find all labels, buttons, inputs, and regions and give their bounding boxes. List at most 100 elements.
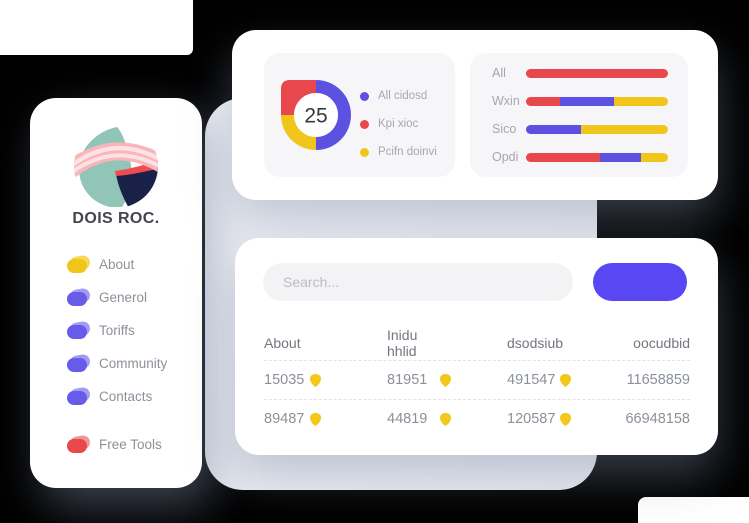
bar-segment-blue bbox=[526, 124, 582, 134]
sidebar: DOIS ROC. About Generol Toriffs Community Co… bbox=[30, 98, 202, 488]
blob-shape bbox=[67, 439, 87, 453]
bar-category-label: Sico bbox=[492, 122, 517, 136]
bar-row-sico: Sico bbox=[492, 122, 668, 136]
table-cell: 120587 bbox=[504, 411, 629, 427]
donut-legend: All cidosd Kpi xioc Pcifn doinvi bbox=[360, 82, 437, 166]
sidebar-item-label: Contacts bbox=[99, 389, 153, 404]
bar-segment-red bbox=[526, 68, 668, 78]
sidebar-item-contacts[interactable]: Contacts bbox=[30, 380, 202, 413]
bar-row-opdi: Opdi bbox=[492, 150, 668, 164]
cell-value: 89487 bbox=[264, 411, 305, 427]
blob-shape bbox=[67, 292, 87, 306]
legend-label: All cidosd bbox=[378, 90, 428, 102]
table-header-row: About Inidu hhlid dsodsiub oocudbid bbox=[264, 326, 690, 360]
bar-segment-red bbox=[526, 96, 561, 106]
menu-blob-icon bbox=[67, 434, 92, 453]
column-header-4: oocudbid bbox=[629, 335, 690, 351]
sidebar-item-generol[interactable]: Generol bbox=[30, 281, 202, 314]
donut-chart-panel: 25 All cidosd Kpi xioc Pcifn doinvi bbox=[264, 53, 455, 177]
brand-title: DOIS ROC. bbox=[72, 210, 160, 227]
stats-card: 25 All cidosd Kpi xioc Pcifn doinvi All Wxi… bbox=[232, 30, 718, 200]
table-cell: 89487 bbox=[264, 411, 372, 427]
table-row[interactable]: 89487 44819 120587 66948158 bbox=[264, 399, 690, 438]
legend-label: Kpi xioc bbox=[378, 118, 419, 130]
bar-track bbox=[526, 68, 668, 78]
legend-label: Pcifn doinvi bbox=[378, 146, 437, 158]
bar-chart-panel: All Wxin Sico Opdi bbox=[470, 53, 688, 177]
data-table: About Inidu hhlid dsodsiub oocudbid 15035 819… bbox=[264, 326, 690, 438]
donut-slice bbox=[281, 115, 316, 150]
legend-item: All cidosd bbox=[360, 82, 437, 110]
cell-value: 120587 bbox=[507, 411, 556, 427]
menu-blob-icon bbox=[67, 353, 92, 372]
legend-dot-icon bbox=[360, 91, 369, 101]
table-cell: 11658859 bbox=[626, 372, 690, 388]
sidebar-item-toriffs[interactable]: Toriffs bbox=[30, 314, 202, 347]
table-cell: 491547 bbox=[504, 372, 629, 388]
bar-segment-yellow bbox=[614, 96, 668, 106]
menu-blob-icon bbox=[67, 386, 92, 405]
sidebar-menu: About Generol Toriffs Community Contacts Free… bbox=[30, 248, 202, 461]
bar-segment-yellow bbox=[581, 124, 668, 134]
table-cell: 15035 bbox=[264, 372, 372, 388]
bar-row-all: All bbox=[492, 66, 668, 80]
bar-track bbox=[526, 96, 668, 106]
column-header-label: oocudbid bbox=[633, 335, 690, 351]
table-toolbar bbox=[263, 263, 687, 301]
column-header-3: dsodsiub bbox=[504, 335, 629, 351]
cell-value: 81951 bbox=[387, 372, 428, 388]
shield-badge-icon bbox=[440, 412, 451, 426]
donut-chart: 25 bbox=[281, 80, 351, 150]
search-input[interactable] bbox=[263, 263, 573, 301]
bar-category-label: Wxin bbox=[492, 94, 520, 108]
shield-badge-icon bbox=[310, 412, 321, 426]
sidebar-item-about[interactable]: About bbox=[30, 248, 202, 281]
table-cell: 81951 bbox=[372, 372, 504, 388]
shield-badge-icon bbox=[560, 373, 571, 387]
column-header-label: dsodsiub bbox=[507, 335, 564, 351]
bar-track bbox=[526, 124, 668, 134]
primary-action-button[interactable] bbox=[593, 263, 687, 301]
shield-badge-icon bbox=[560, 412, 571, 426]
brand-logo bbox=[74, 124, 158, 208]
blob-shape bbox=[67, 259, 87, 273]
column-header-2: Inidu hhlid bbox=[372, 327, 504, 359]
bar-segment-yellow bbox=[641, 152, 668, 162]
cell-value: 66948158 bbox=[625, 411, 690, 427]
background-card-fragment-bottom-right bbox=[638, 497, 749, 523]
table-cell: 44819 bbox=[372, 411, 504, 427]
donut-slice bbox=[281, 80, 316, 115]
cell-value: 11658859 bbox=[626, 372, 690, 388]
donut-slice bbox=[316, 80, 351, 150]
bar-segment-red bbox=[526, 152, 600, 162]
cell-value: 44819 bbox=[387, 411, 428, 427]
bar-category-label: All bbox=[492, 66, 506, 80]
sidebar-item-label: About bbox=[99, 257, 135, 272]
column-header-label: Inidu hhlid bbox=[387, 327, 418, 359]
background-card-fragment-top-left bbox=[0, 0, 193, 55]
sidebar-item-free-tools[interactable]: Free Tools bbox=[30, 428, 202, 461]
menu-blob-icon bbox=[67, 254, 92, 273]
bar-category-label: Opdi bbox=[492, 150, 519, 164]
donut-center-value: 25 bbox=[304, 105, 327, 128]
sidebar-item-label: Generol bbox=[99, 290, 148, 305]
bar-segment-blue bbox=[599, 152, 641, 162]
bar-segment-blue bbox=[560, 96, 615, 106]
shield-badge-icon bbox=[310, 373, 321, 387]
stacked-bar-chart: All Wxin Sico Opdi bbox=[492, 66, 668, 164]
sidebar-item-label: Free Tools bbox=[99, 437, 162, 452]
column-header-1: About bbox=[264, 335, 372, 351]
sidebar-item-label: Community bbox=[99, 356, 168, 371]
sidebar-item-label: Toriffs bbox=[99, 323, 135, 338]
shield-badge-icon bbox=[440, 373, 451, 387]
table-cell: 66948158 bbox=[625, 411, 690, 427]
bar-row-wxin: Wxin bbox=[492, 94, 668, 108]
blob-shape bbox=[67, 391, 87, 405]
sidebar-item-community[interactable]: Community bbox=[30, 347, 202, 380]
blob-shape bbox=[67, 358, 87, 372]
menu-blob-icon bbox=[67, 287, 92, 306]
legend-dot-icon bbox=[360, 147, 369, 157]
column-header-label: About bbox=[264, 335, 301, 351]
table-row[interactable]: 15035 81951 491547 11658859 bbox=[264, 360, 690, 399]
